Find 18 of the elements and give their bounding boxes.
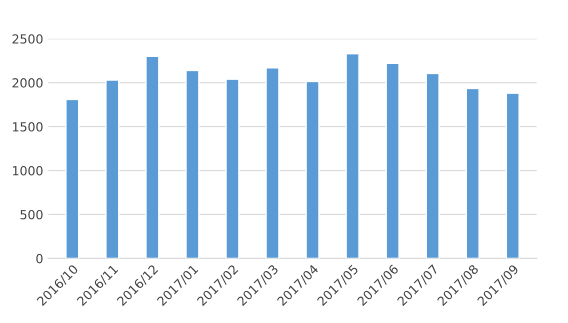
bar (265, 67, 280, 258)
bar (426, 72, 440, 258)
bar (225, 78, 240, 258)
bar (386, 62, 400, 258)
bar (466, 88, 480, 258)
bar (305, 80, 320, 258)
bar (65, 98, 80, 258)
bar (345, 53, 360, 258)
bar (506, 92, 520, 258)
y-tick-label: 1000 (12, 166, 43, 176)
y-tick-label: 2500 (12, 34, 43, 44)
bar (185, 70, 200, 258)
y-tick-label: 2000 (12, 78, 43, 88)
bar (105, 79, 120, 258)
y-tick-label: 1500 (12, 122, 43, 132)
y-tick-label: 0 (36, 254, 43, 264)
bar (145, 56, 160, 258)
y-tick-label: 500 (20, 210, 43, 220)
